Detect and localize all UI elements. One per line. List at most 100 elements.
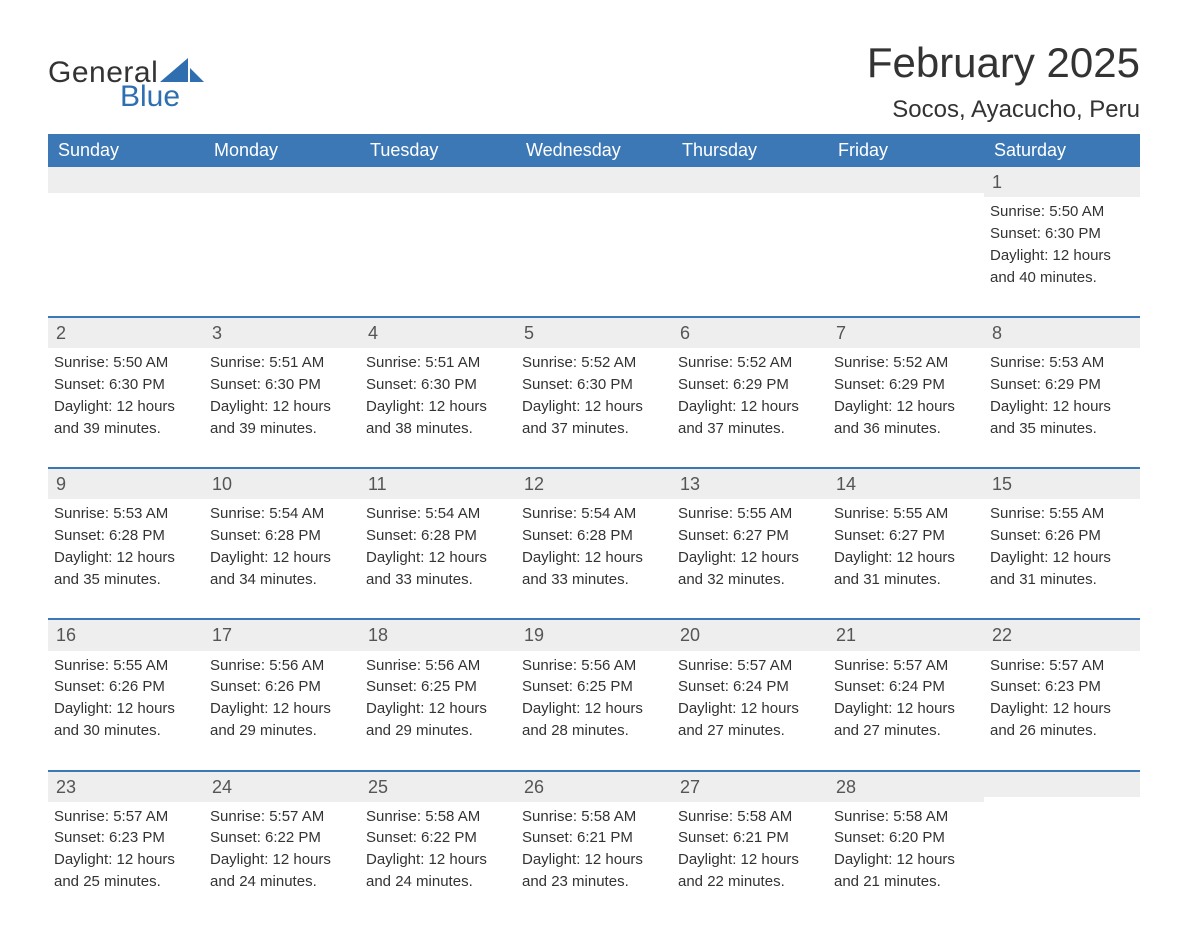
sunset-text: Sunset: 6:26 PM [990, 525, 1134, 547]
day1-text: Daylight: 12 hours [210, 698, 354, 720]
day1-text: Daylight: 12 hours [366, 396, 510, 418]
day2-text: and 24 minutes. [366, 871, 510, 893]
day2-text: and 26 minutes. [990, 720, 1134, 742]
sunset-text: Sunset: 6:21 PM [678, 827, 822, 849]
sunset-text: Sunset: 6:27 PM [678, 525, 822, 547]
day-number-row: 6 [672, 318, 828, 348]
day-cell: 4Sunrise: 5:51 AMSunset: 6:30 PMDaylight… [360, 318, 516, 453]
week-row: 16Sunrise: 5:55 AMSunset: 6:26 PMDayligh… [48, 618, 1140, 755]
day-number: 8 [992, 323, 1002, 343]
day-number-row: 16 [48, 620, 204, 650]
day-number: 13 [680, 474, 700, 494]
day2-text: and 22 minutes. [678, 871, 822, 893]
day2-text: and 37 minutes. [522, 418, 666, 440]
day-number-row [672, 167, 828, 193]
sunrise-text: Sunrise: 5:52 AM [834, 352, 978, 374]
day1-text: Daylight: 12 hours [54, 698, 198, 720]
title-block: February 2025 Socos, Ayacucho, Peru [867, 40, 1140, 124]
empty-day-cell [48, 167, 204, 302]
day-number: 15 [992, 474, 1012, 494]
day-number-row: 1 [984, 167, 1140, 197]
day2-text: and 27 minutes. [678, 720, 822, 742]
day1-text: Daylight: 12 hours [522, 396, 666, 418]
day2-text: and 24 minutes. [210, 871, 354, 893]
day-number-row [360, 167, 516, 193]
day1-text: Daylight: 12 hours [834, 849, 978, 871]
sunset-text: Sunset: 6:26 PM [54, 676, 198, 698]
day-number: 28 [836, 777, 856, 797]
empty-day-cell [672, 167, 828, 302]
empty-day-cell [360, 167, 516, 302]
day-cell: 22Sunrise: 5:57 AMSunset: 6:23 PMDayligh… [984, 620, 1140, 755]
sunrise-text: Sunrise: 5:56 AM [366, 655, 510, 677]
day1-text: Daylight: 12 hours [678, 849, 822, 871]
sunrise-text: Sunrise: 5:51 AM [210, 352, 354, 374]
sunset-text: Sunset: 6:30 PM [54, 374, 198, 396]
empty-day-cell [516, 167, 672, 302]
day1-text: Daylight: 12 hours [990, 547, 1134, 569]
sunset-text: Sunset: 6:20 PM [834, 827, 978, 849]
sunrise-text: Sunrise: 5:58 AM [366, 806, 510, 828]
day1-text: Daylight: 12 hours [990, 245, 1134, 267]
day-number: 26 [524, 777, 544, 797]
week-row: 1Sunrise: 5:50 AMSunset: 6:30 PMDaylight… [48, 167, 1140, 302]
day-number-row: 18 [360, 620, 516, 650]
sunset-text: Sunset: 6:28 PM [366, 525, 510, 547]
day-number-row: 28 [828, 772, 984, 802]
sunrise-text: Sunrise: 5:56 AM [210, 655, 354, 677]
sunrise-text: Sunrise: 5:57 AM [54, 806, 198, 828]
weekday-header: Monday [204, 134, 360, 167]
day-cell: 9Sunrise: 5:53 AMSunset: 6:28 PMDaylight… [48, 469, 204, 604]
calendar-page: General Blue February 2025 Socos, Ayacuc… [0, 0, 1188, 947]
day1-text: Daylight: 12 hours [678, 396, 822, 418]
sunrise-text: Sunrise: 5:55 AM [990, 503, 1134, 525]
day-number-row: 22 [984, 620, 1140, 650]
day-cell: 17Sunrise: 5:56 AMSunset: 6:26 PMDayligh… [204, 620, 360, 755]
day-number: 27 [680, 777, 700, 797]
sunrise-text: Sunrise: 5:56 AM [522, 655, 666, 677]
day1-text: Daylight: 12 hours [210, 547, 354, 569]
day-number: 20 [680, 625, 700, 645]
day2-text: and 29 minutes. [210, 720, 354, 742]
day2-text: and 33 minutes. [522, 569, 666, 591]
day-number: 19 [524, 625, 544, 645]
day-number: 14 [836, 474, 856, 494]
day1-text: Daylight: 12 hours [522, 849, 666, 871]
day-cell: 14Sunrise: 5:55 AMSunset: 6:27 PMDayligh… [828, 469, 984, 604]
day-number-row [516, 167, 672, 193]
day-number-row: 21 [828, 620, 984, 650]
sunrise-text: Sunrise: 5:58 AM [522, 806, 666, 828]
sunset-text: Sunset: 6:23 PM [54, 827, 198, 849]
day1-text: Daylight: 12 hours [834, 396, 978, 418]
weekday-header: Sunday [48, 134, 204, 167]
day-number: 25 [368, 777, 388, 797]
day-number-row [204, 167, 360, 193]
week-row: 2Sunrise: 5:50 AMSunset: 6:30 PMDaylight… [48, 316, 1140, 453]
sunrise-text: Sunrise: 5:57 AM [678, 655, 822, 677]
day2-text: and 21 minutes. [834, 871, 978, 893]
sunset-text: Sunset: 6:28 PM [54, 525, 198, 547]
month-title: February 2025 [867, 40, 1140, 86]
sunrise-text: Sunrise: 5:53 AM [990, 352, 1134, 374]
sunset-text: Sunset: 6:22 PM [210, 827, 354, 849]
day-cell: 25Sunrise: 5:58 AMSunset: 6:22 PMDayligh… [360, 772, 516, 907]
weekday-header: Thursday [672, 134, 828, 167]
day2-text: and 32 minutes. [678, 569, 822, 591]
day-number-row [828, 167, 984, 193]
day1-text: Daylight: 12 hours [366, 698, 510, 720]
day2-text: and 36 minutes. [834, 418, 978, 440]
logo-text-blue: Blue [120, 82, 204, 112]
day2-text: and 35 minutes. [54, 569, 198, 591]
sunrise-text: Sunrise: 5:54 AM [210, 503, 354, 525]
header: General Blue February 2025 Socos, Ayacuc… [48, 40, 1140, 124]
sunrise-text: Sunrise: 5:53 AM [54, 503, 198, 525]
day-number-row [984, 772, 1140, 798]
weekday-header-row: SundayMondayTuesdayWednesdayThursdayFrid… [48, 134, 1140, 167]
day2-text: and 30 minutes. [54, 720, 198, 742]
day-cell: 28Sunrise: 5:58 AMSunset: 6:20 PMDayligh… [828, 772, 984, 907]
day-number-row: 8 [984, 318, 1140, 348]
day-number-row: 10 [204, 469, 360, 499]
day1-text: Daylight: 12 hours [366, 547, 510, 569]
day-number-row: 12 [516, 469, 672, 499]
day2-text: and 39 minutes. [54, 418, 198, 440]
